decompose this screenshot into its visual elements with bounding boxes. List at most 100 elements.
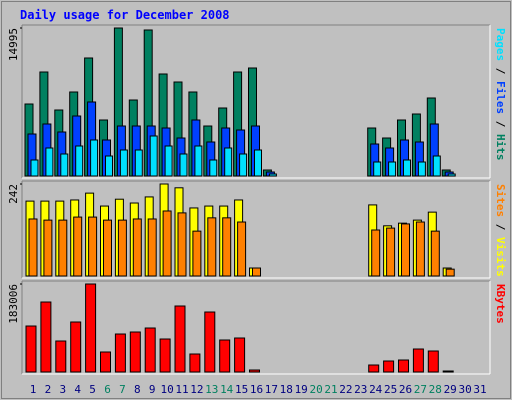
bar — [100, 351, 111, 373]
bar — [162, 210, 172, 277]
bar — [105, 155, 113, 177]
x-tick-label: 15 — [235, 383, 248, 396]
bar — [412, 348, 424, 373]
bar — [70, 321, 82, 373]
bar — [149, 135, 158, 177]
bar — [207, 217, 217, 277]
x-tick-label: 25 — [384, 383, 397, 396]
x-tick-label: 8 — [134, 383, 141, 396]
legend-entry: Hits — [494, 134, 507, 161]
x-tick-label: 9 — [149, 383, 156, 396]
bar — [75, 145, 84, 177]
bar — [403, 159, 411, 177]
x-tick-label: 26 — [399, 383, 412, 396]
x-tick-label: 1 — [30, 383, 37, 396]
bar — [177, 212, 187, 277]
legend: KBytes — [494, 284, 507, 324]
bar — [55, 340, 67, 373]
bar — [234, 337, 246, 373]
x-tick-label: 24 — [369, 383, 383, 396]
bar — [401, 223, 410, 277]
legend-separator: / — [494, 217, 507, 237]
legend: Pages / Files / Hits — [494, 28, 507, 161]
bar — [447, 173, 456, 177]
bar — [239, 153, 248, 177]
bar — [209, 159, 218, 177]
bar — [88, 216, 98, 277]
x-tick-label: 12 — [190, 383, 203, 396]
bar — [388, 161, 397, 177]
bar — [73, 216, 83, 277]
chart-title: Daily usage for December 2008 — [20, 8, 230, 22]
legend-entry: Files — [494, 81, 507, 114]
x-tick-label: 10 — [160, 383, 173, 396]
bar — [430, 230, 440, 277]
x-tick-label: 16 — [250, 383, 263, 396]
bar — [25, 325, 37, 373]
bar — [159, 338, 171, 373]
x-tick-label: 29 — [444, 383, 457, 396]
x-tick-label: 31 — [473, 383, 486, 396]
bar — [30, 159, 39, 177]
legend-separator: / — [494, 114, 507, 134]
bar — [224, 147, 233, 177]
bar — [147, 218, 157, 277]
bar — [417, 161, 426, 177]
legend: Sites / Visits — [494, 184, 507, 277]
legend-entry: Sites — [494, 184, 507, 217]
bar — [58, 219, 68, 277]
bar — [28, 218, 38, 277]
x-tick-label: 6 — [104, 383, 111, 396]
bar — [103, 219, 112, 277]
bar — [132, 218, 142, 277]
bar — [432, 155, 441, 177]
bar — [192, 230, 202, 277]
bar — [119, 149, 128, 177]
bar — [40, 301, 52, 373]
bar — [45, 147, 54, 177]
legend-separator: / — [494, 61, 507, 81]
bar — [383, 360, 395, 373]
bar — [442, 370, 454, 373]
bar — [164, 145, 173, 177]
bar — [144, 327, 156, 373]
bar — [114, 333, 126, 373]
bar — [219, 339, 231, 373]
bar — [252, 267, 261, 277]
bar — [249, 369, 260, 373]
x-tick-label: 21 — [324, 383, 337, 396]
legend-entry: Pages — [494, 28, 507, 61]
x-tick-label: 18 — [280, 383, 293, 396]
bar — [368, 364, 380, 373]
x-tick-label: 5 — [89, 383, 96, 396]
x-tick-label: 17 — [265, 383, 278, 396]
bar — [194, 145, 203, 177]
x-tick-label: 3 — [59, 383, 66, 396]
bar — [386, 227, 396, 277]
bar — [398, 359, 409, 373]
x-tick-label: 2 — [45, 383, 52, 396]
y-tick-label: 183006 — [7, 284, 20, 324]
x-tick-label: 4 — [74, 383, 81, 396]
x-tick-label: 11 — [175, 383, 188, 396]
y-tick-label: 242 — [7, 184, 20, 204]
bar — [204, 311, 216, 373]
bar — [174, 305, 186, 373]
x-tick-label: 13 — [205, 383, 218, 396]
bar — [415, 221, 425, 277]
bar — [222, 217, 232, 277]
bar — [60, 153, 69, 177]
bar — [117, 219, 127, 277]
bar — [254, 149, 262, 177]
bar — [427, 350, 439, 373]
bar — [371, 229, 381, 277]
x-tick-label: 7 — [119, 383, 126, 396]
bar — [445, 268, 455, 277]
x-tick-label: 30 — [458, 383, 471, 396]
x-tick-label: 19 — [295, 383, 308, 396]
y-tick-label: 14995 — [7, 28, 20, 61]
x-tick-label: 14 — [220, 383, 234, 396]
x-tick-label: 23 — [354, 383, 367, 396]
